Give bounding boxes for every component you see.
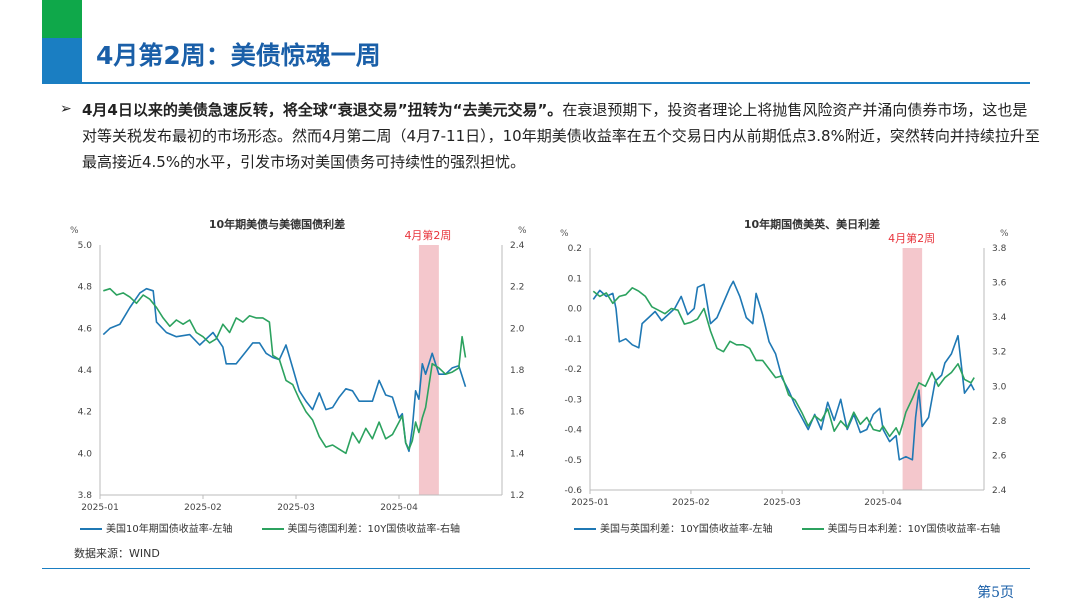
chart-canvas: 4月第2周 10年期国债美英、美日利差% % 0.2 0.1 0.0 -0.1 -0.2 -0.…	[560, 217, 1009, 508]
x-tick-label: 2025-01	[81, 503, 119, 510]
x-tick-label: 2025-04	[380, 503, 418, 510]
y-tick-right: 1.8	[510, 366, 525, 376]
y-tick-right: 2.4	[992, 486, 1007, 496]
y-tick-left: 4.8	[78, 283, 93, 293]
corner-block-blue	[42, 38, 82, 84]
legend-item: 美国与日本利差：10Y国债收益率-右轴	[827, 524, 1001, 535]
axis-unit-right: %	[1000, 229, 1009, 239]
y-tick-right: 3.2	[992, 348, 1006, 358]
bottom-rule	[42, 568, 1030, 569]
y-tick-left: -0.4	[564, 426, 582, 436]
axis-unit-left: %	[70, 226, 79, 236]
legend-item: 美国与英国利差：10Y国债收益率-左轴	[600, 524, 773, 535]
bullet-paragraph: 4月4日以来的美债急速反转，将全球“衰退交易”扭转为“去美元交易”。在衰退预期下…	[82, 97, 1040, 175]
y-tick-left: -0.3	[564, 395, 582, 405]
y-tick-left: 0.0	[568, 305, 583, 315]
x-tick-label: 2025-01	[571, 498, 609, 508]
highlight-label: 4月第2周	[404, 228, 451, 242]
slide-title: 4月第2周：美债惊魂一周	[96, 41, 381, 70]
bullet-arrow-icon: ➢	[60, 101, 72, 117]
corner-block-green	[42, 0, 82, 38]
title-rule	[42, 82, 1030, 84]
series-line-1	[102, 287, 467, 453]
legend-item: 美国10年期国债收益率-左轴	[106, 524, 233, 535]
y-tick-right: 2.8	[992, 417, 1007, 427]
chart-us-uk-jp-spread: 4月第2周 10年期国债美英、美日利差%% 0.2 0.1 0.0 -0.1 -0.2 -0.…	[544, 210, 1044, 540]
axis-unit-right: %	[518, 226, 527, 236]
y-tick-right: 1.6	[510, 408, 525, 418]
axis-unit-left: %	[560, 229, 569, 239]
highlight-label: 4月第2周	[888, 231, 935, 245]
y-tick-left: 3.8	[78, 491, 93, 501]
y-tick-left: 4.0	[78, 449, 93, 459]
y-tick-right: 2.6	[992, 451, 1007, 461]
y-tick-left: 4.4	[78, 366, 93, 376]
y-tick-left: 0.1	[568, 274, 582, 284]
bullet-lead: 4月4日以来的美债急速反转，将全球“衰退交易”扭转为“去美元交易”。	[82, 101, 563, 119]
y-tick-left: -0.6	[564, 486, 582, 496]
y-tick-right: 1.4	[510, 449, 525, 459]
series-line-2	[592, 287, 975, 438]
chart-canvas: 4月第2周 10年期美债与美德国债利差% % 5.0 4.8 4.6 4.4 4.2 4.0 3.…	[70, 217, 527, 510]
highlight-band	[418, 245, 439, 495]
chart-title: 10年期美债与美德国债利差	[209, 217, 345, 231]
y-tick-left: 4.2	[78, 408, 92, 418]
y-tick-right: 3.4	[992, 313, 1007, 323]
page-number: 第5页	[977, 585, 1014, 601]
y-tick-left: -0.2	[564, 365, 582, 375]
series-line-2	[103, 287, 467, 455]
chart-legend: 美国10年期国债收益率-左轴 美国与德国利差：10Y国债收益率-右轴	[80, 520, 486, 535]
chart-title: 10年期国债美英、美日利差	[744, 217, 880, 231]
x-tick-label: 2025-02	[184, 503, 222, 510]
chart-us-de-spread: 4月第2周 10年期美债与美德国债利差%% 5.0 4.8 4.6 4.4 4.2 4.0 3.…	[42, 210, 542, 540]
bullet-body: 在衰退预期下，投资者理论上将抛售风险资产并涌向债券市场，这也是对等关税发布最初的…	[82, 101, 1040, 171]
y-tick-right: 3.6	[992, 279, 1007, 289]
highlight-band	[902, 248, 923, 490]
y-tick-left: 4.6	[78, 324, 93, 334]
x-tick-label: 2025-03	[763, 498, 801, 508]
y-tick-right: 2.2	[510, 283, 524, 293]
y-tick-right: 2.4	[510, 241, 525, 251]
y-tick-right: 3.0	[992, 382, 1007, 392]
y-tick-right: 3.8	[992, 244, 1007, 254]
y-tick-right: 1.2	[510, 491, 524, 501]
x-tick-label: 2025-02	[672, 498, 710, 508]
legend-item: 美国与德国利差：10Y国债收益率-右轴	[287, 524, 460, 535]
y-tick-left: 5.0	[78, 241, 93, 251]
chart-legend: 美国与英国利差：10Y国债收益率-左轴 美国与日本利差：10Y国债收益率-右轴	[574, 520, 1026, 535]
y-tick-left: -0.1	[564, 335, 582, 345]
y-tick-left: -0.5	[564, 456, 582, 466]
x-tick-label: 2025-03	[277, 503, 315, 510]
y-tick-left: 0.2	[568, 244, 582, 254]
x-tick-label: 2025-04	[864, 498, 902, 508]
data-source: 数据来源：WIND	[74, 547, 160, 560]
y-tick-right: 2.0	[510, 324, 525, 334]
